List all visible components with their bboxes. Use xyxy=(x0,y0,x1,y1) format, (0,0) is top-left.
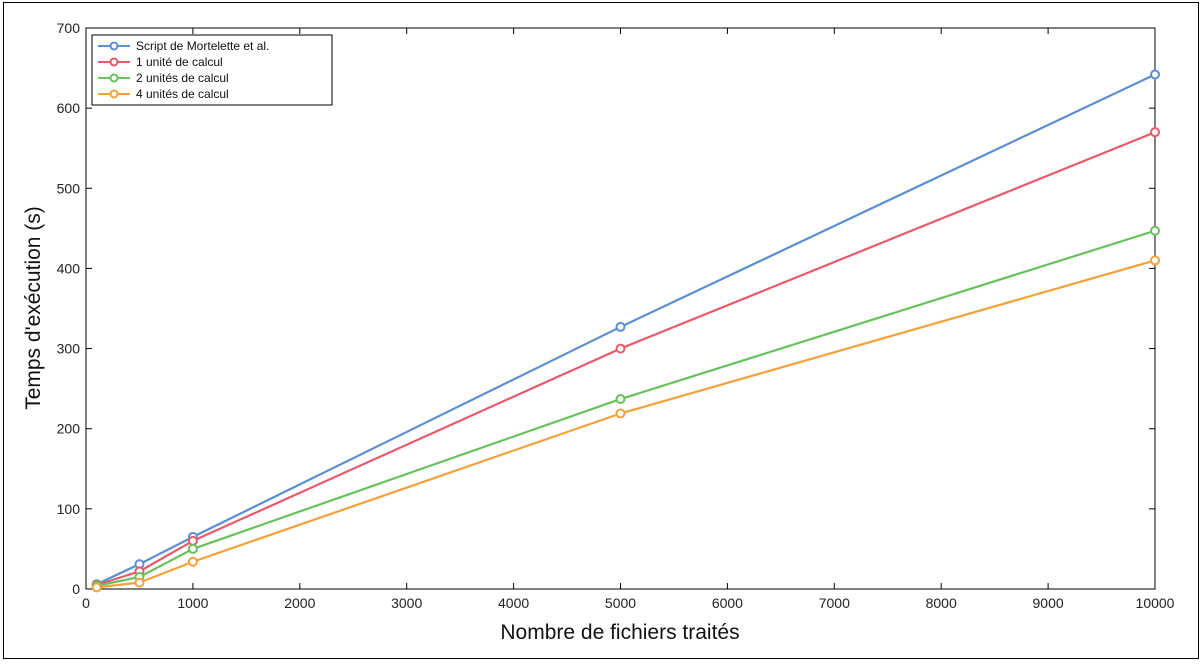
x-tick-label: 10000 xyxy=(1136,595,1175,611)
series-3 xyxy=(91,225,1160,591)
legend-box xyxy=(91,34,333,106)
series-line xyxy=(96,73,1156,586)
data-point xyxy=(1150,255,1160,266)
legend-label: 4 unités de calcul xyxy=(136,87,229,101)
legend-swatch-marker xyxy=(109,41,119,51)
y-axis-label: Temps d'exécution (s) xyxy=(22,206,45,410)
plot-area xyxy=(85,27,1156,590)
x-axis: 0 1000 2000 3000 4000 5000 6000 7000 8000 9000 100… xyxy=(82,28,1175,611)
figure-frame xyxy=(3,2,1199,659)
legend-label: 2 unités de calcul xyxy=(136,71,229,85)
y-tick-label: 300 xyxy=(57,341,81,357)
y-tick-label: 700 xyxy=(57,20,81,36)
y-tick-label: 400 xyxy=(57,260,81,276)
data-point xyxy=(1150,127,1160,138)
data-point xyxy=(187,556,198,567)
x-axis-label: Nombre de fichiers traités xyxy=(500,621,739,644)
data-point xyxy=(91,582,102,593)
data-point xyxy=(615,343,626,354)
series-layer xyxy=(91,69,1160,593)
x-tick-label: 2000 xyxy=(284,595,315,611)
legend-item: 2 unités de calcul xyxy=(98,71,229,85)
data-point xyxy=(134,577,145,588)
series-2 xyxy=(91,127,1160,590)
legend: Script de Mortelette et al. 1 unité de ca… xyxy=(91,34,333,106)
data-point xyxy=(1150,69,1160,80)
y-tick-label: 500 xyxy=(57,180,81,196)
x-tick-label: 4000 xyxy=(498,595,529,611)
x-tick-label: 0 xyxy=(82,595,90,611)
data-point xyxy=(615,321,626,332)
x-tick-label: 7000 xyxy=(819,595,850,611)
x-tick-label: 6000 xyxy=(712,595,743,611)
series-1 xyxy=(91,69,1160,590)
legend-swatch-marker xyxy=(109,57,119,67)
y-tick-label: 100 xyxy=(57,501,81,517)
data-point xyxy=(187,535,198,546)
x-tick-label: 5000 xyxy=(605,595,636,611)
legend-label: Script de Mortelette et al. xyxy=(136,39,269,53)
y-axis: 0 100 200 300 400 500 600 700 xyxy=(57,20,1155,597)
legend-swatch-marker xyxy=(109,73,119,83)
legend-item: 4 unités de calcul xyxy=(98,87,229,101)
plot-border xyxy=(85,27,1156,590)
legend-item: Script de Mortelette et al. xyxy=(98,39,269,53)
legend-swatch-marker xyxy=(109,89,119,99)
data-point xyxy=(615,408,626,419)
data-point xyxy=(1150,225,1160,236)
y-tick-label: 600 xyxy=(57,100,81,116)
y-tick-label: 0 xyxy=(72,581,80,597)
x-tick-label: 3000 xyxy=(391,595,422,611)
series-4 xyxy=(91,255,1160,593)
data-point xyxy=(615,394,626,405)
series-line xyxy=(96,131,1156,587)
series-line xyxy=(96,259,1156,589)
legend-label: 1 unité de calcul xyxy=(136,55,223,69)
series-line xyxy=(96,229,1156,587)
x-tick-label: 9000 xyxy=(1033,595,1064,611)
y-tick-label: 200 xyxy=(57,421,81,437)
legend-item: 1 unité de calcul xyxy=(98,55,223,69)
x-tick-label: 8000 xyxy=(926,595,957,611)
x-tick-label: 1000 xyxy=(177,595,208,611)
data-point xyxy=(187,543,198,554)
